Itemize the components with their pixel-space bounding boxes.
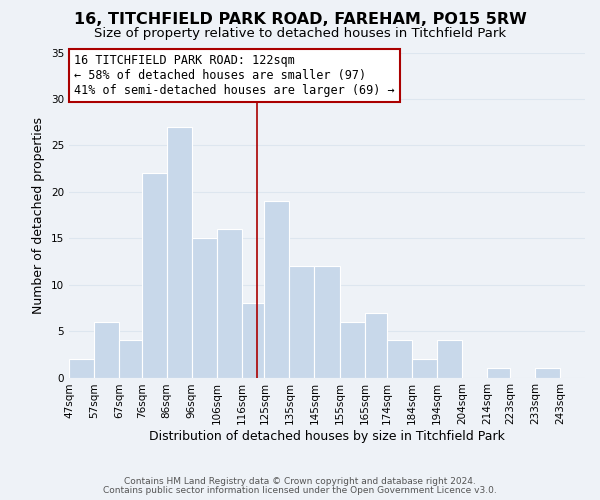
Bar [535,368,560,378]
Bar [217,229,242,378]
Bar [365,312,387,378]
Bar [69,359,94,378]
Text: 16, TITCHFIELD PARK ROAD, FAREHAM, PO15 5RW: 16, TITCHFIELD PARK ROAD, FAREHAM, PO15 … [74,12,526,28]
Bar [437,340,462,378]
Bar [387,340,412,378]
Bar [289,266,314,378]
Bar [119,340,142,378]
Bar [167,127,192,378]
Text: Contains public sector information licensed under the Open Government Licence v3: Contains public sector information licen… [103,486,497,495]
Bar [487,368,510,378]
X-axis label: Distribution of detached houses by size in Titchfield Park: Distribution of detached houses by size … [149,430,505,443]
Bar [142,173,167,378]
Bar [192,238,217,378]
Text: Contains HM Land Registry data © Crown copyright and database right 2024.: Contains HM Land Registry data © Crown c… [124,477,476,486]
Text: Size of property relative to detached houses in Titchfield Park: Size of property relative to detached ho… [94,28,506,40]
Bar [314,266,340,378]
Text: 16 TITCHFIELD PARK ROAD: 122sqm
← 58% of detached houses are smaller (97)
41% of: 16 TITCHFIELD PARK ROAD: 122sqm ← 58% of… [74,54,395,97]
Bar [340,322,365,378]
Bar [242,303,265,378]
Bar [412,359,437,378]
Bar [94,322,119,378]
Bar [265,201,289,378]
Y-axis label: Number of detached properties: Number of detached properties [32,116,46,314]
